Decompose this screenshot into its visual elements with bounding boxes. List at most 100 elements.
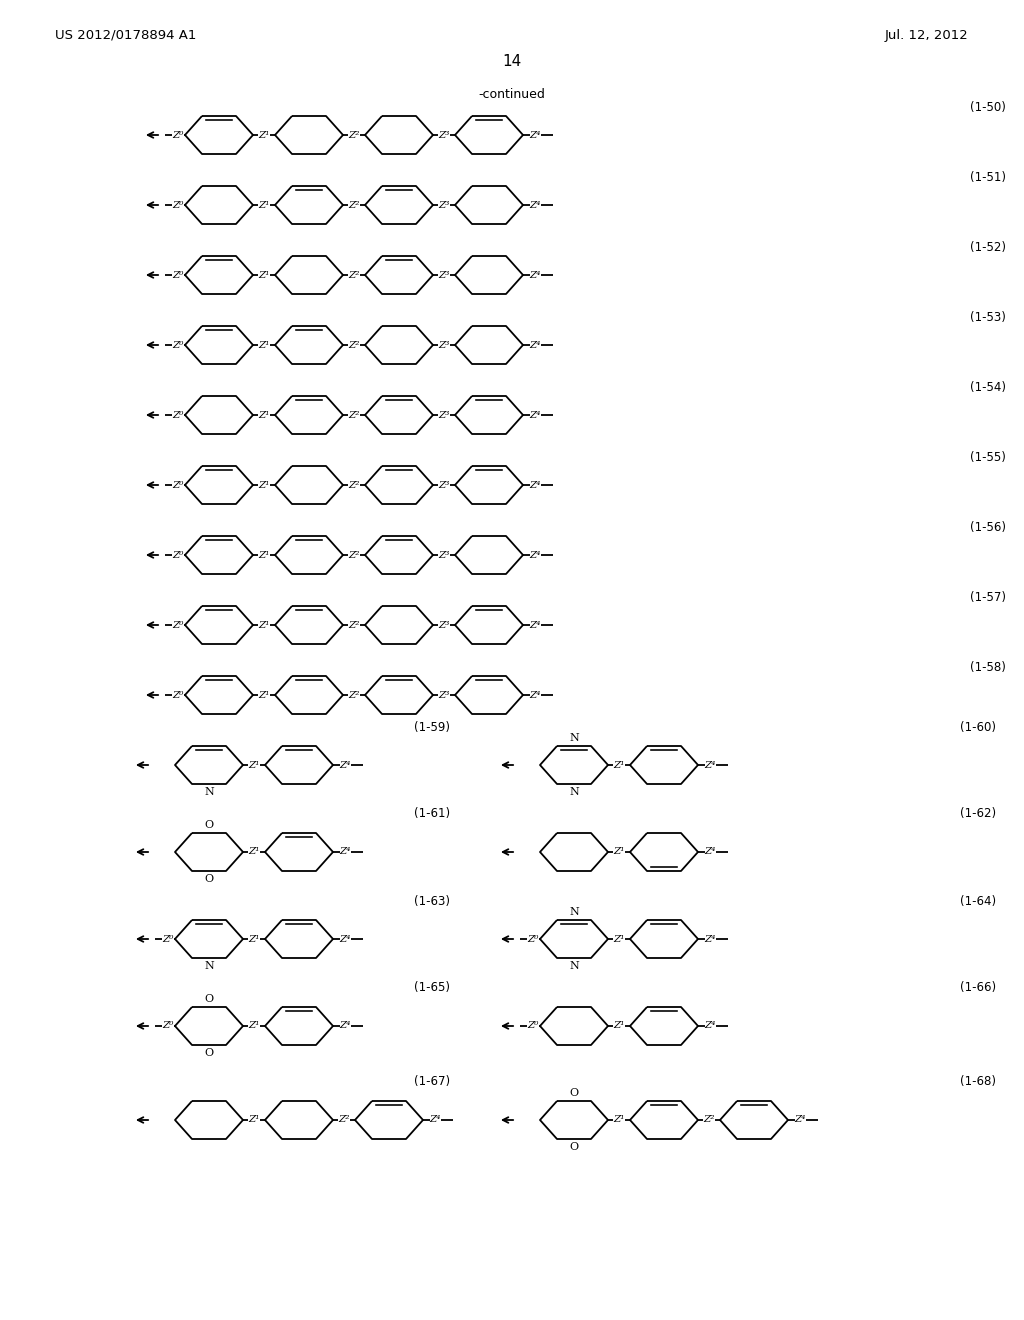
Text: Z⁴: Z⁴ (529, 341, 541, 350)
Text: Z⁴: Z⁴ (529, 131, 541, 140)
Text: Z³: Z³ (438, 201, 450, 210)
Text: Z²: Z² (348, 550, 359, 560)
Text: (1-68): (1-68) (961, 1076, 996, 1089)
Text: Z²: Z² (348, 341, 359, 350)
Text: (1-51): (1-51) (970, 170, 1006, 183)
Text: Z²: Z² (348, 271, 359, 280)
Text: -continued: -continued (478, 88, 546, 102)
Text: Z⁴: Z⁴ (529, 620, 541, 630)
Text: Z²: Z² (348, 201, 359, 210)
Text: US 2012/0178894 A1: US 2012/0178894 A1 (55, 29, 197, 41)
Text: Z³: Z³ (438, 271, 450, 280)
Text: Z¹: Z¹ (248, 1115, 260, 1125)
Text: Z²: Z² (348, 690, 359, 700)
Text: Z¹: Z¹ (258, 131, 269, 140)
Text: Z⁴: Z⁴ (529, 480, 541, 490)
Text: Z⁴: Z⁴ (339, 1022, 351, 1031)
Text: Z⁰: Z⁰ (173, 341, 184, 350)
Text: O: O (205, 874, 214, 884)
Text: Z⁰: Z⁰ (163, 1022, 174, 1031)
Text: Z²: Z² (348, 411, 359, 420)
Text: Z⁴: Z⁴ (795, 1115, 806, 1125)
Text: Z¹: Z¹ (258, 411, 269, 420)
Text: Z¹: Z¹ (613, 1115, 625, 1125)
Text: O: O (205, 1048, 214, 1059)
Text: (1-56): (1-56) (970, 520, 1006, 533)
Text: Z¹: Z¹ (613, 935, 625, 944)
Text: (1-52): (1-52) (970, 240, 1006, 253)
Text: Z⁴: Z⁴ (705, 935, 716, 944)
Text: Z¹: Z¹ (258, 620, 269, 630)
Text: Z⁴: Z⁴ (529, 411, 541, 420)
Text: N: N (569, 961, 579, 972)
Text: Z³: Z³ (438, 620, 450, 630)
Text: Z³: Z³ (438, 131, 450, 140)
Text: (1-57): (1-57) (970, 590, 1006, 603)
Text: (1-62): (1-62) (961, 808, 996, 821)
Text: (1-64): (1-64) (961, 895, 996, 908)
Text: Z⁴: Z⁴ (529, 201, 541, 210)
Text: Z⁴: Z⁴ (705, 1022, 716, 1031)
Text: Z⁴: Z⁴ (339, 935, 351, 944)
Text: Z⁴: Z⁴ (705, 847, 716, 857)
Text: (1-60): (1-60) (961, 721, 996, 734)
Text: Z⁴: Z⁴ (529, 271, 541, 280)
Text: Z²: Z² (338, 1115, 349, 1125)
Text: Z²: Z² (348, 620, 359, 630)
Text: N: N (569, 733, 579, 743)
Text: Z⁰: Z⁰ (173, 271, 184, 280)
Text: Z³: Z³ (438, 341, 450, 350)
Text: N: N (204, 961, 214, 972)
Text: (1-63): (1-63) (414, 895, 450, 908)
Text: Z³: Z³ (438, 480, 450, 490)
Text: O: O (569, 1088, 579, 1098)
Text: (1-54): (1-54) (970, 380, 1006, 393)
Text: Z¹: Z¹ (258, 201, 269, 210)
Text: (1-58): (1-58) (970, 660, 1006, 673)
Text: Z⁰: Z⁰ (173, 550, 184, 560)
Text: Z²: Z² (703, 1115, 715, 1125)
Text: (1-61): (1-61) (414, 808, 450, 821)
Text: Z⁰: Z⁰ (163, 935, 174, 944)
Text: Z⁰: Z⁰ (173, 690, 184, 700)
Text: Z¹: Z¹ (248, 1022, 260, 1031)
Text: Z¹: Z¹ (613, 847, 625, 857)
Text: N: N (204, 787, 214, 797)
Text: (1-66): (1-66) (961, 982, 996, 994)
Text: Z¹: Z¹ (258, 690, 269, 700)
Text: Z¹: Z¹ (258, 480, 269, 490)
Text: Z¹: Z¹ (248, 935, 260, 944)
Text: (1-53): (1-53) (970, 310, 1006, 323)
Text: Z¹: Z¹ (258, 341, 269, 350)
Text: Z⁰: Z⁰ (173, 411, 184, 420)
Text: Z⁴: Z⁴ (339, 760, 351, 770)
Text: Z⁰: Z⁰ (527, 1022, 539, 1031)
Text: (1-50): (1-50) (970, 100, 1006, 114)
Text: Z²: Z² (348, 480, 359, 490)
Text: Z³: Z³ (438, 690, 450, 700)
Text: Z³: Z³ (438, 411, 450, 420)
Text: Z⁴: Z⁴ (705, 760, 716, 770)
Text: Z¹: Z¹ (248, 760, 260, 770)
Text: Jul. 12, 2012: Jul. 12, 2012 (885, 29, 968, 41)
Text: Z⁴: Z⁴ (529, 550, 541, 560)
Text: Z⁰: Z⁰ (173, 131, 184, 140)
Text: Z⁰: Z⁰ (527, 935, 539, 944)
Text: Z¹: Z¹ (258, 550, 269, 560)
Text: O: O (205, 994, 214, 1005)
Text: Z⁰: Z⁰ (173, 201, 184, 210)
Text: Z²: Z² (348, 131, 359, 140)
Text: Z¹: Z¹ (613, 1022, 625, 1031)
Text: (1-65): (1-65) (414, 982, 450, 994)
Text: Z⁰: Z⁰ (173, 480, 184, 490)
Text: Z¹: Z¹ (258, 271, 269, 280)
Text: Z⁰: Z⁰ (173, 620, 184, 630)
Text: Z¹: Z¹ (248, 847, 260, 857)
Text: Z³: Z³ (438, 550, 450, 560)
Text: N: N (569, 787, 579, 797)
Text: Z⁴: Z⁴ (529, 690, 541, 700)
Text: (1-67): (1-67) (414, 1076, 450, 1089)
Text: N: N (569, 907, 579, 917)
Text: Z⁴: Z⁴ (339, 847, 351, 857)
Text: O: O (205, 820, 214, 830)
